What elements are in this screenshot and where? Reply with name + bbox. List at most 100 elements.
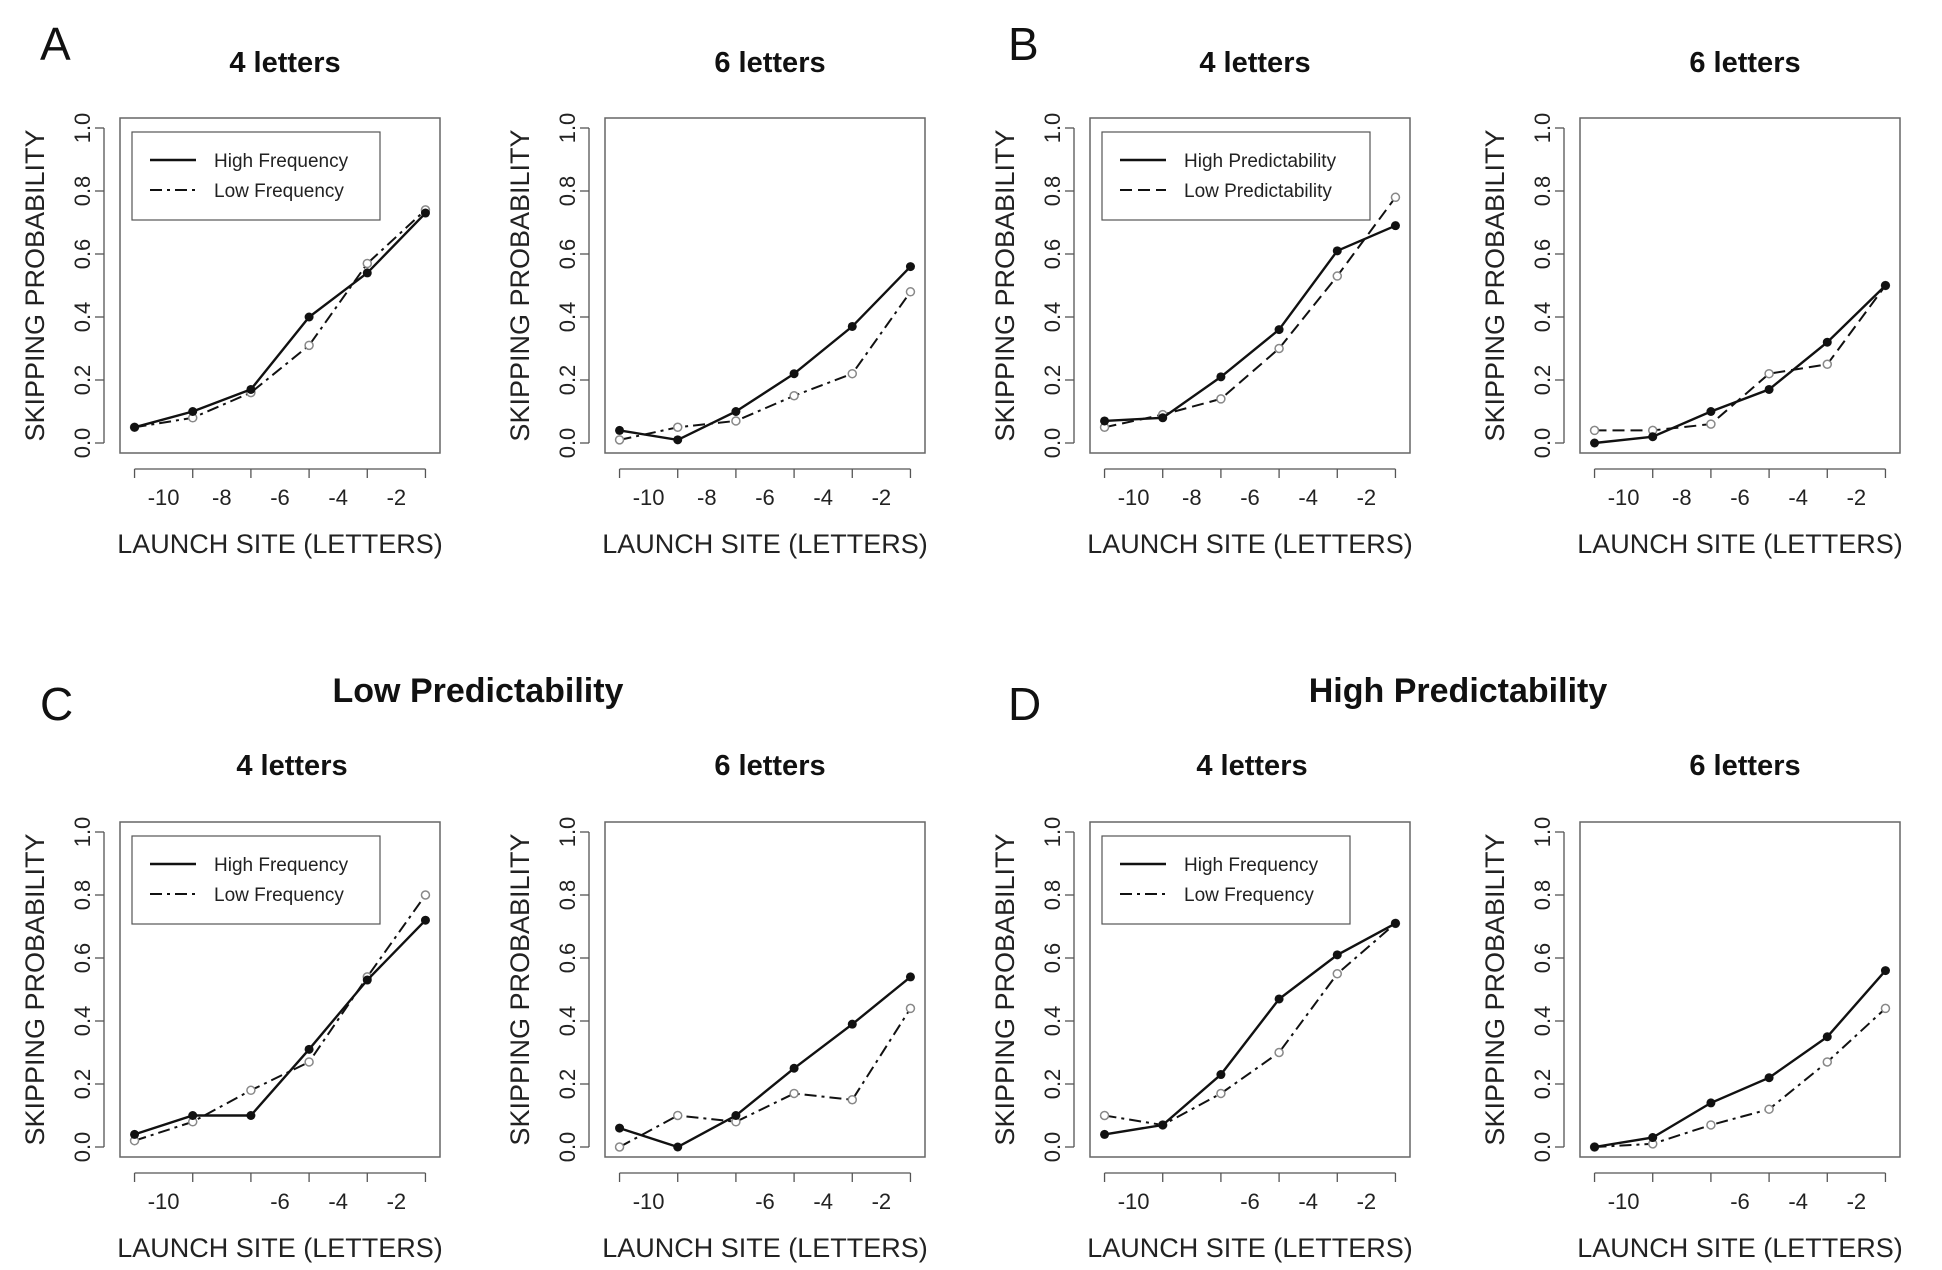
data-point-solid	[1216, 372, 1226, 382]
x-axis-label: LAUNCH SITE (LETTERS)	[1087, 529, 1413, 559]
x-tick-label: -8	[1672, 485, 1692, 510]
series-line-solid	[1594, 969, 1887, 1149]
group-title-d: High Predictability	[1309, 672, 1608, 710]
x-tick-label: -4	[1788, 1189, 1808, 1214]
y-tick-label: 0.2	[1530, 1069, 1555, 1100]
y-tick-label: 0.8	[1530, 176, 1555, 207]
data-point-solid	[731, 407, 741, 416]
data-point-solid	[1822, 337, 1832, 347]
data-point-solid	[1648, 1133, 1658, 1143]
panel-letter-a: A	[40, 18, 71, 70]
group-title-c: Low Predictability	[333, 672, 624, 710]
y-tick-label: 1.0	[70, 113, 95, 144]
plot-title: 4 letters	[236, 750, 347, 782]
y-axis-label: SKIPPING PROBABILITY	[505, 833, 535, 1145]
y-tick-label: 0.4	[1040, 302, 1065, 333]
data-point-solid	[1590, 1142, 1600, 1152]
x-tick-label: -6	[1730, 485, 1750, 510]
data-point-solid	[1706, 407, 1716, 416]
x-tick-label: -10	[1118, 485, 1150, 510]
series-line-solid	[1594, 284, 1887, 445]
y-tick-label: 0.0	[70, 1132, 95, 1163]
data-point-solid	[905, 262, 915, 272]
x-axis-label: LAUNCH SITE (LETTERS)	[602, 529, 928, 559]
data-point-open	[1706, 419, 1716, 429]
y-tick-label: 0.4	[1530, 302, 1555, 333]
plot-b-4-letters: 4 letters 0.0 0.2 0.4 0.6 0.8 1.0 SKIPPING PROB…	[990, 47, 1413, 559]
plot-d-4-letters: 4 letters 0.0 0.2 0.4 0.6 0.8 1.0 SKIPPING PROB…	[990, 750, 1413, 1263]
data-point-solid	[789, 369, 799, 379]
data-point-solid	[188, 407, 198, 416]
data-point-open	[905, 1003, 916, 1014]
data-point-open	[304, 340, 314, 351]
x-tick-label: -2	[1847, 485, 1867, 510]
legend-box	[1101, 131, 1371, 221]
x-tick-label: -2	[387, 485, 407, 510]
series-line-solid	[619, 975, 912, 1149]
legend-box	[131, 131, 381, 221]
x-tick-label: -2	[387, 1189, 407, 1214]
y-tick-label: 0.8	[1530, 880, 1555, 911]
y-tick-label: 0.6	[555, 943, 580, 974]
data-point-solid	[1390, 221, 1400, 231]
y-axis-label: SKIPPING PROBABILITY	[990, 833, 1020, 1145]
y-tick-label: 0.4	[1530, 1006, 1555, 1037]
data-point-open	[1880, 1003, 1891, 1014]
y-tick-label: 0.6	[1530, 239, 1555, 270]
data-point-solid	[1274, 325, 1284, 335]
data-point-open	[1764, 1104, 1774, 1114]
y-tick-label: 0.6	[1040, 239, 1065, 270]
data-point-solid	[905, 972, 915, 982]
data-point-open	[1274, 343, 1284, 354]
data-point-solid	[1100, 416, 1110, 426]
legend-label: Low Predictability	[1184, 181, 1332, 202]
x-tick-label: -8	[1182, 485, 1202, 510]
data-point-open	[1099, 1110, 1110, 1121]
data-point-open	[789, 391, 799, 401]
y-axis-label: SKIPPING PROBABILITY	[20, 129, 50, 441]
x-tick-label: -8	[697, 485, 717, 510]
plot-frame	[604, 117, 926, 454]
data-point-solid	[1590, 438, 1600, 448]
data-point-open	[1274, 1047, 1284, 1058]
data-point-solid	[1880, 966, 1890, 976]
data-point-open	[672, 422, 683, 432]
series-line-solid	[134, 212, 427, 429]
data-point-open	[1216, 394, 1226, 404]
data-point-solid	[1100, 1129, 1110, 1139]
data-point-open	[362, 258, 373, 269]
series-line-dashed	[1104, 922, 1397, 1127]
plot-title: 4 letters	[229, 47, 340, 79]
data-point-solid	[615, 425, 625, 435]
plot-frame	[1089, 821, 1411, 1158]
data-point-solid	[1764, 1073, 1774, 1083]
plot-a-6-letters: 6 letters 0.0 0.2 0.4 0.6 0.8 1.0 SKIPPING PROB…	[505, 47, 928, 559]
data-point-solid	[615, 1123, 625, 1133]
y-tick-label: 0.0	[555, 428, 580, 459]
x-tick-label: -4	[328, 485, 348, 510]
y-tick-label: 0.6	[70, 943, 95, 974]
data-point-open	[1216, 1088, 1226, 1099]
data-point-solid	[1880, 281, 1890, 290]
y-axis-label: SKIPPING PROBABILITY	[1480, 833, 1510, 1145]
y-tick-label: 0.4	[555, 302, 580, 333]
x-tick-label: -2	[872, 485, 892, 510]
y-tick-label: 0.0	[1040, 1132, 1065, 1163]
x-tick-label: -4	[1298, 485, 1318, 510]
x-tick-label: -6	[1240, 1189, 1260, 1214]
plot-d-6-letters: 6 letters 0.0 0.2 0.4 0.6 0.8 1.0 SKIPPING PROB…	[1480, 750, 1903, 1263]
y-axis-label: SKIPPING PROBABILITY	[20, 833, 50, 1145]
data-point-solid	[1158, 413, 1168, 423]
x-tick-label: -4	[813, 1189, 833, 1214]
data-point-open	[847, 1095, 858, 1105]
data-point-open	[1764, 368, 1774, 379]
plot-c-4-letters: 4 letters 0.0 0.2 0.4 0.6 0.8 1.0 SKIPPING PROB…	[20, 750, 443, 1263]
x-tick-label: -2	[872, 1189, 892, 1214]
data-point-open	[905, 287, 916, 297]
plot-title: 6 letters	[1689, 750, 1800, 782]
series-line-solid	[1104, 922, 1397, 1136]
data-point-solid	[673, 1142, 683, 1152]
x-axis-label: LAUNCH SITE (LETTERS)	[1087, 1233, 1413, 1263]
x-axis-label: LAUNCH SITE (LETTERS)	[1577, 529, 1903, 559]
panel-letter-d: D	[1008, 678, 1041, 730]
